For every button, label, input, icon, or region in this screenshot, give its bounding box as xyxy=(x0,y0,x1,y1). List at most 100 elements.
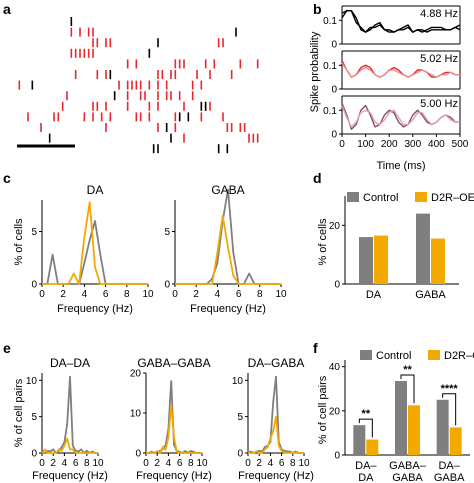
x-tick-label: 2 xyxy=(256,458,262,469)
cell-percentage-bar-panel: 0 20 DA GABA Control D2R–OE % of cells xyxy=(317,192,474,301)
bar xyxy=(431,238,445,284)
series-line xyxy=(42,375,98,454)
raster-panel xyxy=(17,17,259,154)
x-tick-label: 10 xyxy=(298,458,310,469)
bar xyxy=(408,405,420,455)
x-tick-label: 10 xyxy=(142,289,154,300)
bar xyxy=(416,213,430,284)
bar xyxy=(395,380,407,455)
significance-bracket xyxy=(358,418,373,438)
y-tick-label: 5 xyxy=(237,412,243,423)
x-tick-label: DA xyxy=(366,289,382,301)
x-tick-label: 500 xyxy=(452,139,469,150)
y-tick-label: 0 xyxy=(331,85,337,96)
y-tick-label: 0.1 xyxy=(323,106,337,117)
bar xyxy=(449,427,462,455)
legend-swatch-d2r-oe xyxy=(428,350,440,360)
panel-label-f: f xyxy=(313,340,318,356)
significance-bracket xyxy=(442,393,457,426)
series-line xyxy=(175,214,281,285)
x-axis-label: Frequency (Hz) xyxy=(136,470,212,482)
pair-percentage-bar-panel: 02040DA–DAGABA–GABADA–GABAControlD2R–OE*… xyxy=(317,350,474,483)
y-tick-label: 0 xyxy=(331,130,337,141)
x-axis-label: Frequency (Hz) xyxy=(32,470,108,482)
x-tick-label: 2 xyxy=(154,458,160,469)
significance-marker: ** xyxy=(362,408,371,420)
spike-probability-panel: 0 0.1 4.88 Hz 0 0.1 5.02 Hz 0 0.1 0 100 200 300 400 5… xyxy=(309,5,469,172)
significance-marker: **** xyxy=(441,383,459,395)
y-tick-label: 0 xyxy=(164,280,170,291)
x-tick-label: 200 xyxy=(381,139,398,150)
y-tick-label: 10 xyxy=(232,376,244,387)
x-tick-label: 300 xyxy=(404,139,421,150)
bar xyxy=(374,235,388,284)
x-tick-label: 8 xyxy=(188,458,194,469)
subplot-title: DA xyxy=(87,183,104,197)
series-line xyxy=(146,404,202,454)
x-tick-label: 6 xyxy=(73,458,79,469)
y-tick-label: 0 xyxy=(334,280,340,291)
x-tick-label: DA xyxy=(358,472,374,483)
y-tick-label: 0 xyxy=(237,449,243,460)
y-tick-label: 20 xyxy=(130,369,142,380)
x-tick-label: 2 xyxy=(193,289,199,300)
frequency-annotation: 5.00 Hz xyxy=(420,98,458,110)
series-line xyxy=(146,380,202,454)
x-tick-label: 0 xyxy=(143,458,149,469)
subplot-title: DA–GABA xyxy=(248,356,305,370)
bar xyxy=(366,439,379,455)
y-tick-label: 0 xyxy=(31,280,37,291)
legend-label-d2r-oe: D2R–OE xyxy=(431,192,474,204)
x-tick-label: 0 xyxy=(39,458,45,469)
x-tick-label: GABA xyxy=(415,289,446,301)
x-tick-label: 4 xyxy=(82,289,88,300)
x-tick-label: DA– xyxy=(355,460,377,472)
y-tick-label: 0 xyxy=(31,449,37,460)
y-tick-label: 40 xyxy=(329,362,341,373)
legend-swatch-control xyxy=(347,192,359,202)
x-tick-label: 6 xyxy=(103,289,109,300)
x-tick-label: 6 xyxy=(177,458,183,469)
y-axis-label: % of cell pairs xyxy=(317,375,329,444)
x-tick-label: 10 xyxy=(196,458,208,469)
panel-label-a: a xyxy=(3,1,11,17)
x-tick-label: 6 xyxy=(279,458,285,469)
y-tick-label: 0.1 xyxy=(323,61,337,72)
y-tick-label: 0 xyxy=(334,451,340,462)
series-line xyxy=(248,415,304,454)
x-tick-label: 0 xyxy=(339,139,345,150)
cell-frequency-panel: 0 5 0 2 4 6 8 10 DA Frequency (Hz) 0 5 0 2 4 6 8 10 GABA Fr… xyxy=(13,183,287,315)
legend-label-d2r-oe: D2R–OE xyxy=(444,350,474,362)
x-tick-label: 100 xyxy=(357,139,374,150)
series-line xyxy=(175,188,281,285)
frequency-annotation: 5.02 Hz xyxy=(420,53,458,65)
x-tick-label: 8 xyxy=(257,289,263,300)
legend-label-control: Control xyxy=(376,350,411,362)
legend-label-control: Control xyxy=(363,192,398,204)
series-line xyxy=(341,62,460,78)
x-axis-label: Frequency (Hz) xyxy=(57,303,133,315)
x-tick-label: DA– xyxy=(438,460,460,472)
x-tick-label: 8 xyxy=(290,458,296,469)
significance-bracket xyxy=(400,374,415,404)
x-axis-label: Time (ms) xyxy=(376,160,425,172)
x-tick-label: GABA– xyxy=(389,460,427,472)
x-tick-label: 6 xyxy=(236,289,242,300)
subplot-title: GABA–GABA xyxy=(137,356,210,370)
x-axis-label: Frequency (Hz) xyxy=(238,470,314,482)
x-tick-label: GABA xyxy=(434,472,465,483)
y-axis-label: Spike probability xyxy=(309,31,321,112)
y-axis-label: % of cells xyxy=(13,218,25,266)
x-tick-label: 10 xyxy=(92,458,104,469)
x-tick-label: 2 xyxy=(60,289,66,300)
legend-swatch-d2r-oe xyxy=(415,192,427,202)
y-tick-label: 5 xyxy=(31,227,37,238)
series-line xyxy=(41,437,98,454)
y-axis-label: % of cell pairs xyxy=(13,378,25,447)
x-tick-label: 400 xyxy=(428,139,445,150)
x-tick-label: 4 xyxy=(215,289,221,300)
x-tick-label: 0 xyxy=(39,289,45,300)
x-tick-label: GABA xyxy=(392,472,423,483)
